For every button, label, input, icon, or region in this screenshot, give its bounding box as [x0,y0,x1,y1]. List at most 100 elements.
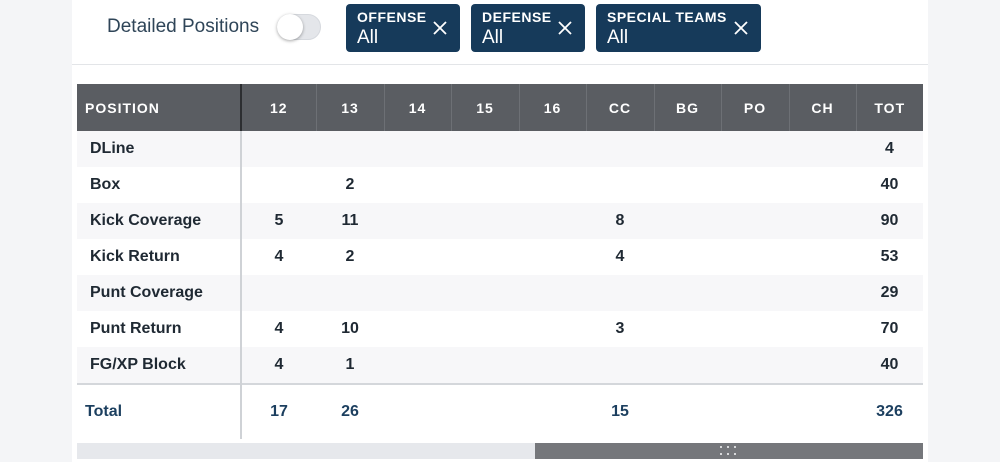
table-cell [519,311,586,347]
chip-value: All [607,27,629,48]
total-cell: 53 [856,239,923,275]
table-row: FG/XP Block 4 1 40 [77,347,923,384]
content-panel: Detailed Positions OFFENSE All DEFENSE A… [72,0,928,462]
table-cell: 10 [316,311,384,347]
table-cell [789,275,856,311]
grip-dots-icon [719,446,737,456]
column-header[interactable]: CC [586,84,655,131]
table-row: Punt Return 4 10 3 70 [77,311,923,347]
table-cell [519,131,586,167]
table-cell: 5 [241,203,316,239]
column-header[interactable]: CH [789,84,857,131]
table-cell [721,131,789,167]
totals-cell [451,383,519,439]
position-cell: Punt Return [77,311,242,347]
table-cell [316,275,384,311]
table-cell: 4 [241,239,316,275]
table-cell [451,167,519,203]
table-row: DLine 4 [77,131,923,167]
table-cell: 8 [586,203,654,239]
table-cell [586,347,654,384]
special-teams-filter-chip[interactable]: SPECIAL TEAMS All [596,4,761,52]
column-header[interactable]: 15 [451,84,520,131]
position-cell: Punt Coverage [77,275,242,311]
table-cell [519,275,586,311]
totals-cell: 17 [241,383,316,439]
table-cell: 11 [316,203,384,239]
totals-label: Total [77,383,242,439]
horizontal-scrollbar[interactable] [77,443,923,459]
table-cell [316,131,384,167]
grand-total-cell: 326 [856,383,923,439]
position-cell: Kick Return [77,239,242,275]
close-icon[interactable] [733,20,749,36]
table-cell [451,275,519,311]
chip-value: All [482,27,504,48]
total-cell: 29 [856,275,923,311]
total-cell: 4 [856,131,923,167]
totals-cell [519,383,586,439]
table-cell [384,311,451,347]
total-cell: 70 [856,311,923,347]
table-cell [654,131,721,167]
column-header-position[interactable]: POSITION [77,84,242,131]
detailed-positions-toggle[interactable] [277,14,321,40]
table-row: Kick Return 4 2 4 53 [77,239,923,275]
column-header[interactable]: 16 [519,84,587,131]
column-header[interactable]: 14 [384,84,452,131]
column-header-total[interactable]: TOT [856,84,923,131]
table-cell [384,131,451,167]
table-cell [721,275,789,311]
table-cell [519,167,586,203]
table-cell [721,311,789,347]
table-cell [721,167,789,203]
totals-cell [789,383,856,439]
filter-bar: Detailed Positions OFFENSE All DEFENSE A… [72,0,928,65]
totals-row: Total 17 26 15 326 [77,383,923,439]
table-cell [241,275,316,311]
column-header[interactable]: PO [721,84,790,131]
table-cell [384,239,451,275]
chip-title: SPECIAL TEAMS [607,9,727,25]
table-cell [586,167,654,203]
table-header-row: POSITION 12 13 14 15 16 CC BG PO CH TOT [77,84,923,131]
table-cell [721,239,789,275]
total-cell: 40 [856,347,923,384]
table-cell [384,203,451,239]
toggle-knob [277,14,303,40]
table-row: Box 2 40 [77,167,923,203]
table-cell: 4 [241,347,316,384]
column-header[interactable]: 13 [316,84,385,131]
defense-filter-chip[interactable]: DEFENSE All [471,4,585,52]
position-cell: Kick Coverage [77,203,242,239]
table-cell [654,275,721,311]
table-cell: 1 [316,347,384,384]
table-cell [451,239,519,275]
close-icon[interactable] [557,20,573,36]
table-row: Punt Coverage 29 [77,275,923,311]
table-cell [789,203,856,239]
table-cell [654,347,721,384]
table-cell [519,239,586,275]
position-cell: FG/XP Block [77,347,242,384]
table-cell [241,167,316,203]
offense-filter-chip[interactable]: OFFENSE All [346,4,460,52]
table-cell: 2 [316,239,384,275]
table-cell [241,131,316,167]
table-cell: 3 [586,311,654,347]
chip-value: All [357,27,379,48]
table-cell [789,167,856,203]
table-cell [654,239,721,275]
scrollbar-thumb[interactable] [535,443,923,459]
table-cell: 4 [241,311,316,347]
table-cell [789,311,856,347]
totals-cell [654,383,721,439]
close-icon[interactable] [432,20,448,36]
total-cell: 40 [856,167,923,203]
column-header[interactable]: 12 [241,84,317,131]
column-header[interactable]: BG [654,84,722,131]
table-cell [789,347,856,384]
table-cell [451,203,519,239]
table-cell [451,347,519,384]
table-cell [654,167,721,203]
